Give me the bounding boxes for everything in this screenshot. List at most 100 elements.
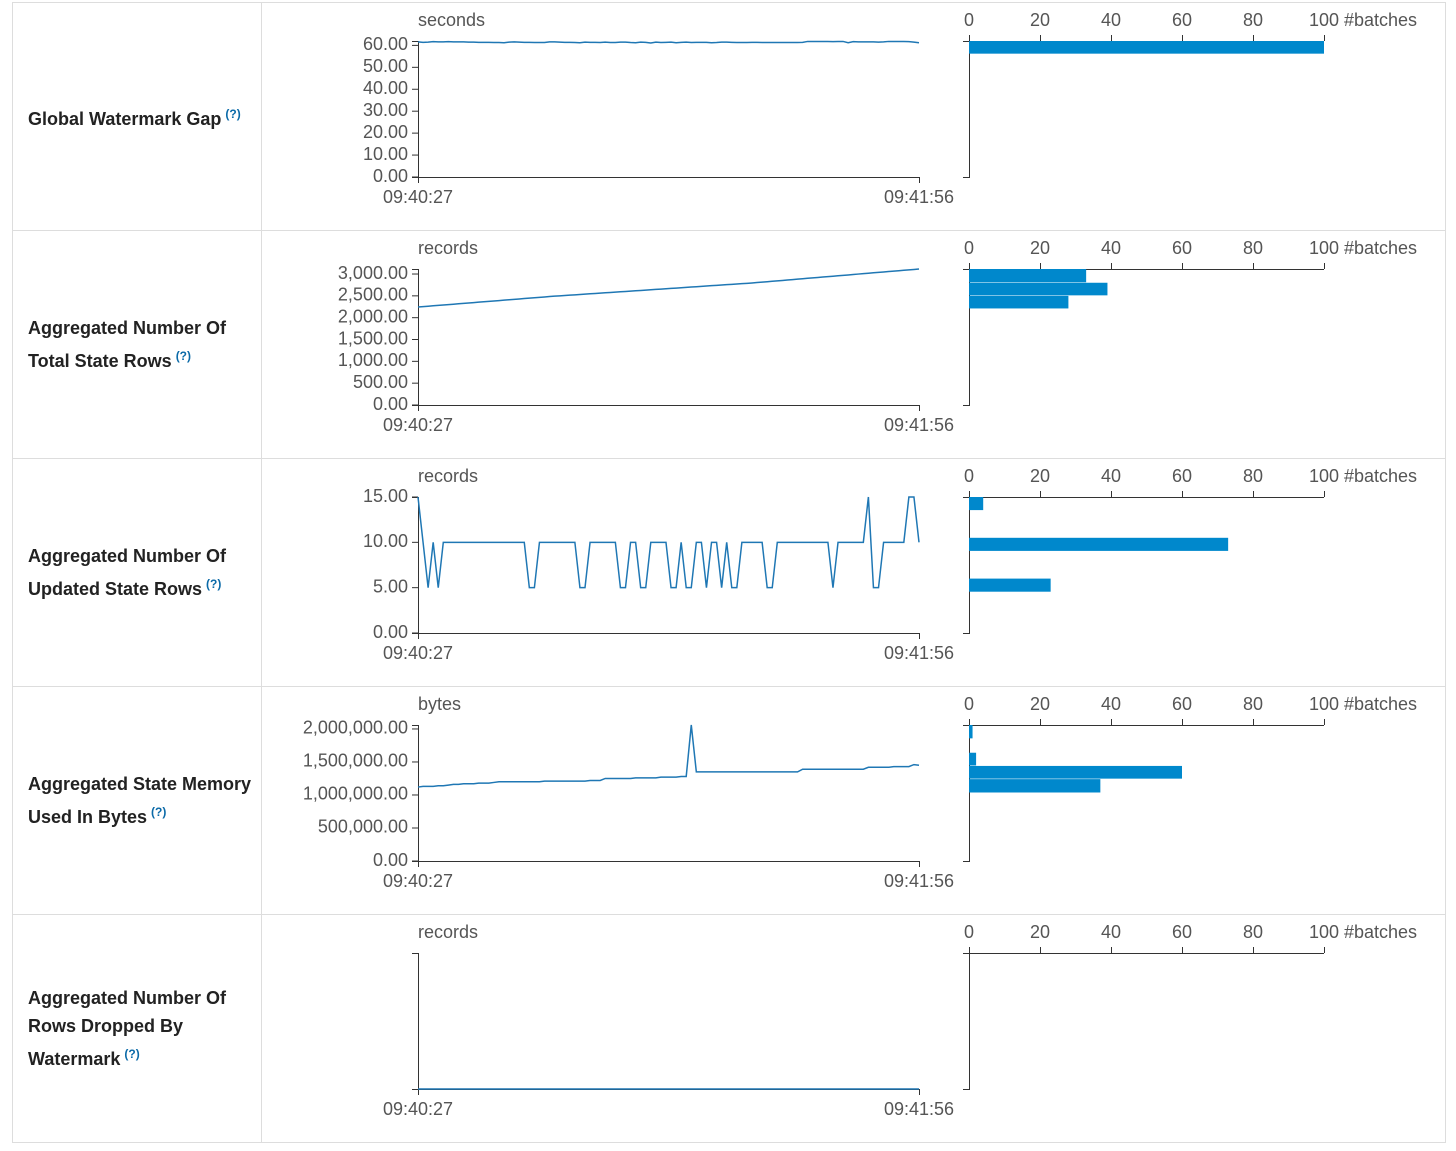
hist-bar bbox=[969, 269, 1087, 283]
hist-x-tick-label: 60 bbox=[1172, 10, 1192, 30]
y-tick-label: 1,000.00 bbox=[338, 350, 408, 370]
hist-bar bbox=[969, 537, 1229, 551]
hist-bar bbox=[969, 497, 984, 511]
row-label: Aggregated Number Of Rows Dropped By Wat… bbox=[28, 984, 253, 1073]
row-label-cell: Aggregated State Memory Used In Bytes (?) bbox=[28, 686, 253, 914]
y-tick-label: 0.00 bbox=[373, 622, 408, 642]
hist-x-tick-label: 60 bbox=[1172, 466, 1192, 486]
help-link[interactable]: (?) bbox=[175, 348, 192, 363]
hist-bar bbox=[969, 295, 1069, 309]
timeline-line bbox=[417, 724, 920, 788]
hist-x-label: #batches bbox=[1344, 694, 1417, 714]
row-label: Aggregated State Memory Used In Bytes (?) bbox=[28, 770, 253, 831]
y-tick-label: 1,000,000.00 bbox=[303, 784, 408, 804]
hist-x-tick-label: 80 bbox=[1243, 238, 1263, 258]
hist-bar bbox=[969, 779, 1101, 793]
metric-name: Aggregated Number Of Total State Rows bbox=[28, 317, 227, 371]
y-tick-label: 60.00 bbox=[363, 34, 408, 54]
timeline-line bbox=[417, 268, 920, 308]
timeline-line bbox=[417, 496, 920, 589]
hist-bar bbox=[969, 578, 1051, 592]
hist-x-tick-label: 100 bbox=[1309, 922, 1339, 942]
hist-x-label: #batches bbox=[1344, 10, 1417, 30]
hist-x-tick-label: 80 bbox=[1243, 466, 1263, 486]
hist-y-axis bbox=[963, 953, 970, 1090]
hist-x-tick-label: 0 bbox=[964, 10, 974, 30]
x-tick-label: 09:40:27 bbox=[383, 871, 453, 891]
y-tick-label: 10.00 bbox=[363, 144, 408, 164]
hist-x-tick-label: 20 bbox=[1030, 922, 1050, 942]
hist-x-tick-label: 60 bbox=[1172, 238, 1192, 258]
hist-x-tick-label: 40 bbox=[1101, 922, 1121, 942]
hist-x-tick-label: 80 bbox=[1243, 10, 1263, 30]
y-tick-label: 2,000,000.00 bbox=[303, 718, 408, 738]
metric-name: Aggregated Number Of Rows Dropped By Wat… bbox=[28, 987, 227, 1069]
hist-x-tick-label: 0 bbox=[964, 922, 974, 942]
hist-bar bbox=[969, 765, 1182, 779]
y-tick-label: 50.00 bbox=[363, 56, 408, 76]
x-tick-label: 09:40:27 bbox=[383, 1099, 453, 1119]
hist-x-tick-label: 40 bbox=[1101, 466, 1121, 486]
y-tick-label: 500.00 bbox=[353, 372, 408, 392]
hist-x-tick-label: 100 bbox=[1309, 466, 1339, 486]
row-label: Aggregated Number Of Total State Rows (?) bbox=[28, 314, 253, 375]
metric-name: Global Watermark Gap bbox=[28, 108, 222, 129]
hist-x-tick-label: 100 bbox=[1309, 10, 1339, 30]
help-link[interactable]: (?) bbox=[225, 106, 241, 121]
hist-x-tick-label: 20 bbox=[1030, 466, 1050, 486]
hist-x-tick-label: 60 bbox=[1172, 694, 1192, 714]
y-tick-label: 30.00 bbox=[363, 100, 408, 120]
y-axis bbox=[412, 497, 419, 634]
hist-x-tick-label: 40 bbox=[1101, 694, 1121, 714]
y-tick-label: 1,500,000.00 bbox=[303, 751, 408, 771]
y-tick-label: 5.00 bbox=[373, 576, 408, 596]
hist-y-axis bbox=[963, 725, 970, 862]
hist-x-tick-label: 40 bbox=[1101, 10, 1121, 30]
y-tick-label: 0.00 bbox=[373, 166, 408, 186]
hist-y-axis bbox=[963, 497, 970, 634]
hist-x-label: #batches bbox=[1344, 466, 1417, 486]
hist-y-axis bbox=[963, 41, 970, 178]
x-tick-label: 09:41:56 bbox=[884, 871, 954, 891]
y-axis bbox=[412, 41, 419, 178]
hist-x-tick-label: 20 bbox=[1030, 10, 1050, 30]
x-tick-label: 09:40:27 bbox=[383, 415, 453, 435]
x-tick-label: 09:41:56 bbox=[884, 643, 954, 663]
hist-bar bbox=[969, 752, 977, 766]
hist-x-tick-label: 0 bbox=[964, 694, 974, 714]
unit-label: records bbox=[418, 922, 478, 942]
row-label: Aggregated Number Of Updated State Rows(… bbox=[28, 542, 253, 603]
metric-name: Aggregated State Memory Used In Bytes bbox=[28, 773, 252, 827]
help-link[interactable]: (?) bbox=[206, 576, 222, 591]
row-label-cell: Aggregated Number Of Total State Rows (?) bbox=[28, 230, 253, 458]
y-tick-label: 15.00 bbox=[363, 486, 408, 506]
unit-label: bytes bbox=[418, 694, 461, 714]
hist-bar bbox=[969, 41, 1324, 54]
help-link[interactable]: (?) bbox=[151, 804, 167, 819]
y-axis bbox=[412, 953, 419, 1090]
hist-x-label: #batches bbox=[1344, 922, 1417, 942]
table-border bbox=[12, 2, 1446, 1143]
x-tick-label: 09:41:56 bbox=[884, 187, 954, 207]
y-tick-label: 2,500.00 bbox=[338, 285, 408, 305]
hist-x-tick-label: 0 bbox=[964, 238, 974, 258]
hist-x-tick-label: 20 bbox=[1030, 694, 1050, 714]
help-link[interactable]: (?) bbox=[124, 1046, 140, 1061]
hist-x-tick-label: 20 bbox=[1030, 238, 1050, 258]
y-tick-label: 40.00 bbox=[363, 78, 408, 98]
hist-x-tick-label: 40 bbox=[1101, 238, 1121, 258]
row-label-cell: Aggregated Number Of Rows Dropped By Wat… bbox=[28, 914, 253, 1142]
y-tick-label: 20.00 bbox=[363, 122, 408, 142]
x-tick-label: 09:40:27 bbox=[383, 187, 453, 207]
y-tick-label: 2,000.00 bbox=[338, 306, 408, 326]
row-label-cell: Aggregated Number Of Updated State Rows(… bbox=[28, 458, 253, 686]
hist-bar bbox=[969, 282, 1108, 296]
metric-name: Aggregated Number Of Updated State Rows bbox=[28, 545, 227, 599]
x-tick-label: 09:41:56 bbox=[884, 415, 954, 435]
y-tick-label: 10.00 bbox=[363, 531, 408, 551]
hist-x-tick-label: 100 bbox=[1309, 694, 1339, 714]
x-tick-label: 09:40:27 bbox=[383, 643, 453, 663]
y-tick-label: 3,000.00 bbox=[338, 263, 408, 283]
